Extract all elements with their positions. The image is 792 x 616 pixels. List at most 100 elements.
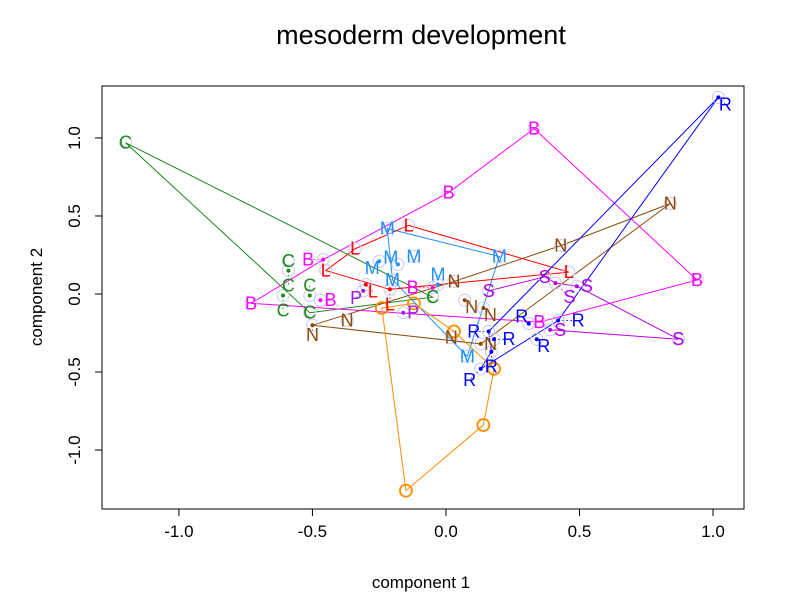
data-point-P: P (407, 303, 419, 323)
point-dot (492, 337, 497, 342)
point-dot (361, 288, 366, 293)
point-shadow (340, 314, 354, 328)
series-line-C (125, 142, 435, 314)
point-shadow (447, 275, 461, 289)
data-point-S: S (672, 329, 684, 349)
data-point-R: R (503, 329, 516, 349)
point-shadow (244, 296, 258, 310)
data-point-C: C (277, 301, 290, 321)
point-dot (486, 329, 491, 334)
y-tick-label: -0.5 (65, 357, 84, 386)
point-shadow (711, 90, 725, 104)
data-point-B: B (324, 290, 336, 310)
data-point-B: B (407, 278, 419, 298)
data-point-R: R (463, 370, 476, 390)
point-shadow (276, 289, 290, 303)
point-shadow (570, 279, 584, 293)
point-dot (387, 287, 392, 292)
point-dot (321, 257, 326, 262)
point-dot (478, 366, 483, 371)
data-point-L: L (385, 294, 395, 314)
data-point-B: B (533, 312, 545, 332)
series-line-N (312, 203, 671, 345)
data-point-R: R (537, 336, 550, 356)
point-shadow (356, 284, 370, 298)
point-dot (534, 337, 539, 342)
point-shadow (554, 239, 568, 253)
data-point-S: S (539, 267, 551, 287)
point-shadow (303, 289, 317, 303)
point-shadow (348, 242, 362, 256)
point-dot (574, 284, 579, 289)
series-line-B (250, 127, 699, 323)
point-shadow (522, 317, 536, 331)
point-dot (462, 298, 467, 303)
point-dot (401, 310, 406, 315)
point-shadow (281, 264, 295, 278)
point-shadow (407, 250, 421, 264)
data-point-O (487, 361, 501, 376)
data-point-N: N (554, 236, 567, 256)
point-dot (430, 285, 435, 290)
data-point-L: L (350, 239, 360, 259)
point-shadow (551, 314, 565, 328)
point-shadow (482, 284, 496, 298)
data-point-O (476, 418, 491, 432)
point-shadow (426, 281, 440, 295)
data-point-R: R (485, 357, 498, 377)
series-line-R (480, 97, 719, 370)
point-dot (716, 95, 721, 100)
x-axis-label: component 1 (372, 573, 470, 592)
point-dot (553, 281, 558, 286)
point-shadow (474, 362, 488, 376)
data-point-N: N (484, 305, 497, 325)
plot-frame (101, 85, 745, 510)
data-point-N: N (447, 272, 460, 292)
data-point-R: R (515, 307, 528, 327)
chart-title: mesoderm development (276, 20, 566, 50)
data-point-C: C (282, 251, 295, 271)
point-dot (489, 349, 494, 354)
data-point-M: M (492, 247, 507, 267)
data-point-O (407, 296, 421, 311)
point-shadow (396, 306, 410, 320)
point-shadow (383, 282, 397, 296)
point-dot (281, 293, 286, 298)
data-point-N: N (445, 328, 458, 348)
series-line-M (386, 227, 501, 358)
data-point-B: B (528, 119, 540, 139)
data-point-N: N (306, 325, 319, 345)
point-shadow (359, 278, 373, 292)
point-shadow (460, 349, 474, 363)
data-point-L: L (321, 261, 331, 281)
data-point-R: R (467, 321, 480, 341)
data-point-B: B (302, 250, 314, 270)
data-point-M: M (365, 258, 380, 278)
data-point-M: M (430, 265, 445, 285)
point-dot (377, 259, 382, 264)
data-point-S: S (563, 287, 575, 307)
label-leader (469, 368, 481, 381)
point-shadow (532, 315, 546, 329)
data-point-M: M (385, 270, 400, 290)
point-shadow (530, 332, 544, 346)
point-shadow (444, 331, 458, 345)
point-shadow (386, 273, 400, 287)
point-shadow (442, 186, 456, 200)
point-dot (395, 262, 400, 267)
data-point-C: C (303, 303, 316, 323)
data-point-L: L (368, 282, 378, 302)
point-dot (548, 327, 553, 332)
point-shadow (316, 253, 330, 267)
y-tick-label: 0.0 (65, 282, 84, 306)
point-shadow (690, 273, 704, 287)
point-shadow (426, 290, 440, 304)
point-dot (481, 306, 486, 311)
y-axis-label: component 2 (27, 248, 46, 346)
data-point-B: B (691, 270, 703, 290)
data-point-C: C (426, 287, 439, 307)
series-line-L (324, 224, 569, 290)
y-tick-label: 1.0 (65, 126, 84, 150)
data-point-C: C (303, 276, 316, 296)
